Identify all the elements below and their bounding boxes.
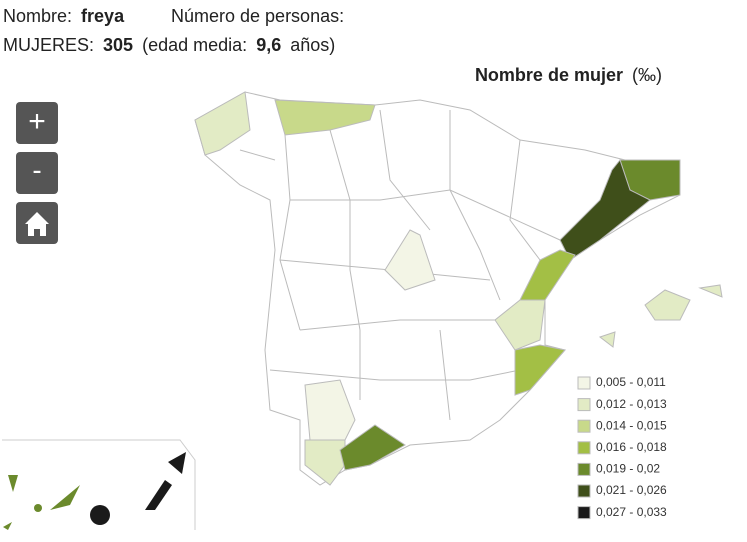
el-hierro — [3, 522, 12, 530]
zoom-out-button[interactable]: - — [16, 152, 58, 194]
map-unit: (‰) — [632, 65, 662, 85]
galicia — [194, 91, 251, 156]
age-open: (edad media: — [142, 35, 247, 55]
home-button[interactable] — [16, 202, 58, 244]
alicante — [514, 344, 566, 396]
la-gomera — [34, 504, 42, 512]
tenerife — [50, 485, 80, 510]
legend-label: 0,027 - 0,033 — [596, 505, 667, 519]
legend-swatch — [577, 376, 591, 390]
legend-label: 0,016 - 0,018 — [596, 440, 667, 454]
sevilla — [304, 379, 356, 441]
fuerteventura — [145, 480, 172, 510]
legend-label: 0,005 - 0,011 — [596, 375, 666, 389]
age-close: años) — [290, 35, 335, 55]
mallorca — [644, 289, 691, 321]
cadiz — [304, 439, 346, 486]
asturias — [274, 99, 376, 136]
legend-swatch — [577, 441, 591, 455]
name: freya — [81, 6, 125, 26]
legend-swatch — [577, 506, 591, 520]
menorca — [698, 284, 723, 298]
header-line-1: Nombre: freya Número de personas: — [3, 6, 344, 26]
map-title: Nombre de mujer (‰) — [475, 65, 662, 85]
name-label: Nombre: — [3, 6, 72, 26]
legend-swatch — [577, 398, 591, 412]
la-palma — [8, 475, 18, 492]
zoom-in-button[interactable]: + — [16, 102, 58, 144]
age: 9,6 — [256, 35, 281, 55]
women-count: 305 — [103, 35, 133, 55]
header-line-2: MUJERES: 305 (edad media: 9,6 años) — [3, 35, 335, 55]
legend-label: 0,021 - 0,026 — [596, 483, 667, 497]
legend-label: 0,019 - 0,02 — [596, 462, 660, 476]
women-label: MUJERES: — [3, 35, 94, 55]
zoom-out-label: - — [32, 154, 41, 185]
canarias-frame — [2, 439, 196, 530]
legend-swatch — [577, 419, 591, 433]
map — [2, 91, 723, 530]
legend-label: 0,012 - 0,013 — [596, 397, 667, 411]
legend: 0,005 - 0,011 0,012 - 0,013 0,014 - 0,015 0… — [577, 375, 667, 520]
ibiza — [598, 331, 616, 348]
lanzarote — [168, 452, 186, 474]
malaga — [339, 424, 406, 471]
madrid — [384, 229, 436, 291]
legend-swatch — [577, 462, 591, 476]
zoom-in-label: + — [28, 105, 46, 138]
gran-canaria — [90, 505, 110, 525]
legend-swatch — [577, 484, 591, 498]
valencia — [494, 299, 546, 351]
count-label: Número de personas: — [171, 6, 344, 26]
map-title-text: Nombre de mujer — [475, 65, 623, 85]
legend-label: 0,014 - 0,015 — [596, 418, 667, 432]
